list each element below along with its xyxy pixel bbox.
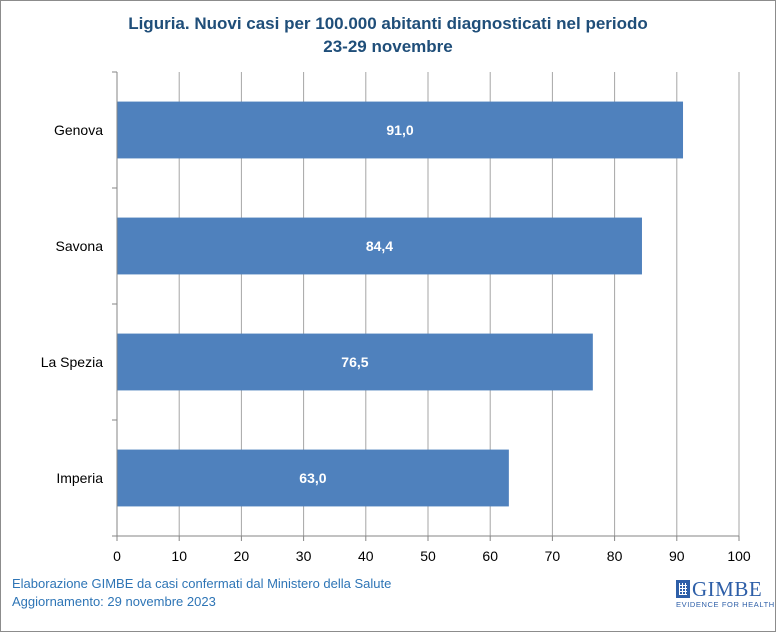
x-tick-label: 50 [420, 548, 436, 564]
bar [117, 101, 684, 159]
chart-subtitle: 23-29 novembre [323, 37, 453, 56]
logo-tagline: EVIDENCE FOR HEALTH [676, 600, 775, 609]
x-tick-label: 80 [607, 548, 623, 564]
category-label: La Spezia [41, 354, 103, 370]
x-tick-label: 10 [171, 548, 187, 564]
logo-mark-icon [676, 580, 690, 598]
x-tick-label: 20 [234, 548, 250, 564]
data-label: 84,4 [366, 238, 393, 254]
x-tick-label: 100 [727, 548, 751, 564]
x-tick-label: 70 [545, 548, 561, 564]
x-tick-label: 0 [113, 548, 121, 564]
data-label: 91,0 [386, 122, 413, 138]
bar [117, 333, 593, 391]
x-tick-label: 30 [296, 548, 312, 564]
x-tick-label: 60 [482, 548, 498, 564]
footer-source: Elaborazione GIMBE da casi confermati da… [12, 576, 392, 591]
data-label: 76,5 [341, 354, 368, 370]
category-label: Savona [56, 238, 104, 254]
logo-name: GIMBE [692, 577, 763, 601]
data-label: 63,0 [299, 470, 326, 486]
bar [117, 449, 509, 507]
footer: Elaborazione GIMBE da casi confermati da… [12, 575, 391, 611]
x-tick-label: 40 [358, 548, 374, 564]
category-label: Imperia [56, 470, 103, 486]
gimbe-logo: GIMBE EVIDENCE FOR HEALTH [672, 577, 775, 612]
footer-updated: Aggiornamento: 29 novembre 2023 [12, 594, 216, 609]
x-tick-label: 90 [669, 548, 685, 564]
category-label: Genova [54, 122, 103, 138]
bar [117, 217, 642, 275]
chart-title-block: Liguria. Nuovi casi per 100.000 abitanti… [0, 12, 776, 58]
chart-title: Liguria. Nuovi casi per 100.000 abitanti… [128, 14, 648, 33]
